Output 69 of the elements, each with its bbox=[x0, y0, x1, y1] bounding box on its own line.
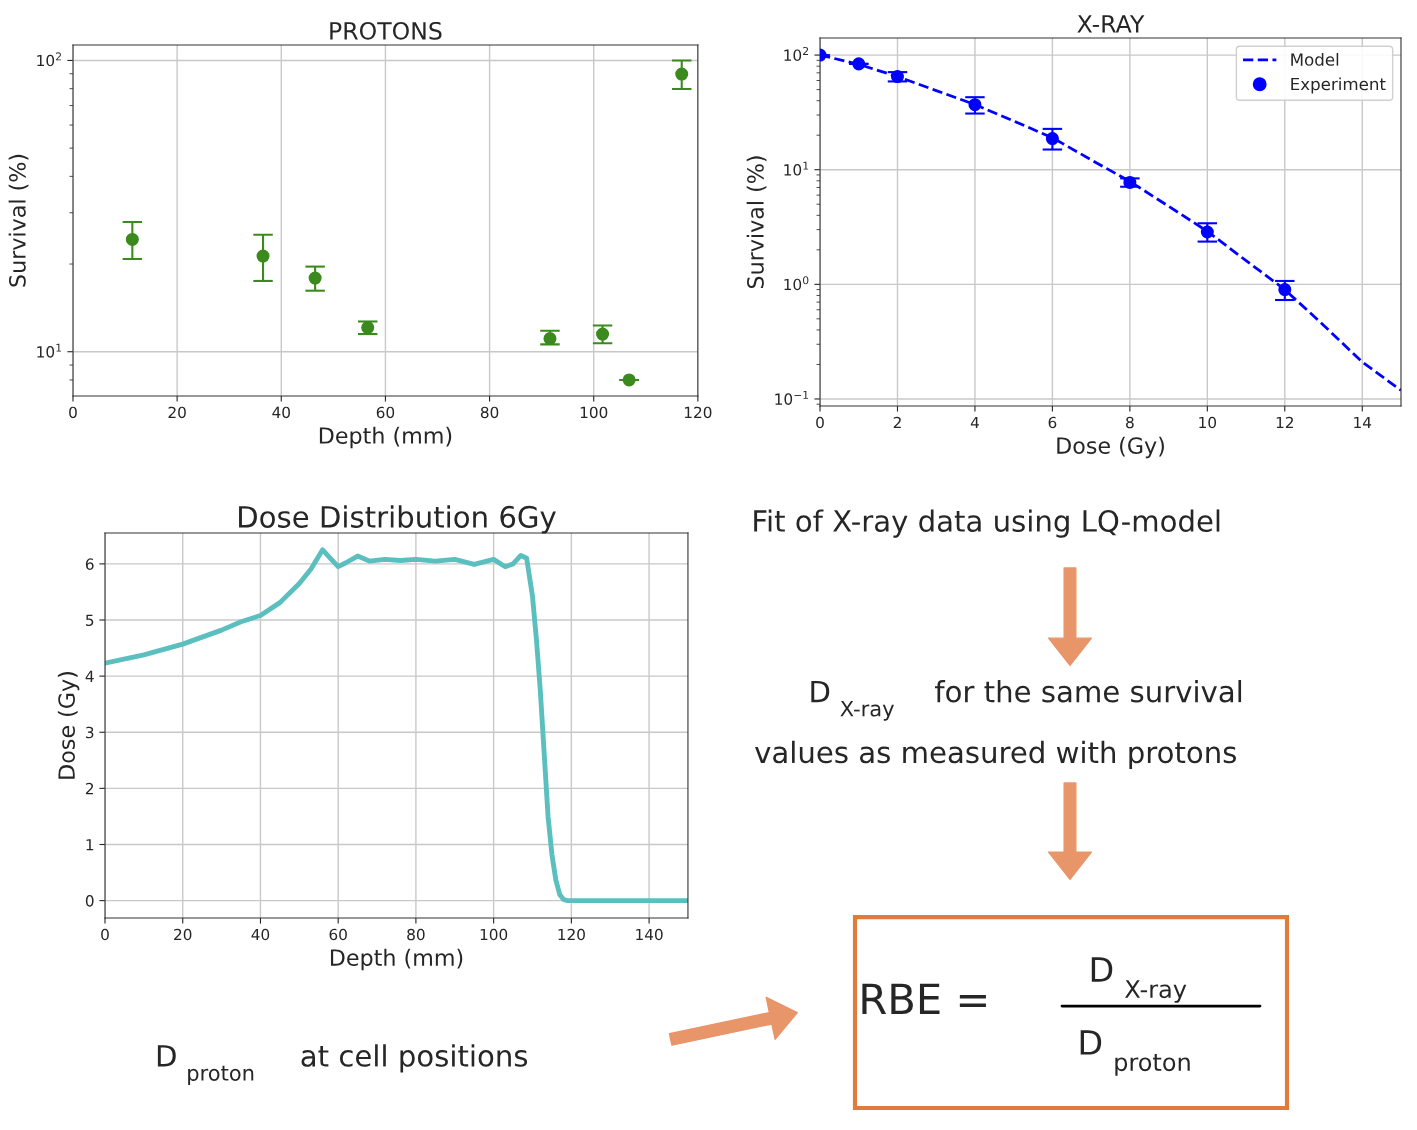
x-tick-label: 40 bbox=[272, 406, 290, 419]
y-tick-label: 10$^{1}$ bbox=[37, 343, 62, 358]
point bbox=[125, 232, 139, 246]
point bbox=[890, 70, 904, 84]
y-tick-label: 10$^{−1}$ bbox=[775, 391, 809, 405]
y-tick-label: 4 bbox=[85, 670, 94, 682]
y-axis-title: Survival (%) bbox=[746, 156, 767, 289]
legend-label: Experiment bbox=[1291, 77, 1386, 94]
x-tick-label: 140 bbox=[636, 928, 663, 941]
x-tick-label: 12 bbox=[1276, 416, 1293, 429]
chart-title: Dose Distribution 6Gy bbox=[239, 505, 556, 534]
text: Dproton bbox=[1080, 1030, 1190, 1076]
text: DX-ray for the same survival values as measured with protons bbox=[755, 679, 1242, 769]
point bbox=[361, 321, 375, 335]
x-tick-label: 20 bbox=[168, 406, 186, 419]
text: Fit of X-ray data using LQ-model bbox=[754, 509, 1220, 538]
x-tick-label: 0 bbox=[816, 416, 824, 429]
point bbox=[1278, 283, 1292, 297]
point bbox=[308, 271, 322, 285]
x-tick-label: 20 bbox=[174, 928, 192, 941]
x-tick-label: 0 bbox=[69, 406, 77, 419]
x-tick-label: 2 bbox=[893, 416, 901, 429]
y-tick-label: 3 bbox=[86, 726, 94, 739]
x-tick-label: 100 bbox=[580, 406, 608, 419]
x-tick-label: 8 bbox=[1126, 416, 1134, 429]
x-axis-title: Dose (Gy) bbox=[1057, 436, 1164, 459]
y-axis-title: Survival (%) bbox=[8, 154, 29, 287]
x-tick-label: 14 bbox=[1354, 416, 1372, 429]
point bbox=[622, 373, 636, 387]
x-tick-label: 120 bbox=[684, 406, 712, 419]
x-axis-title: Depth (mm) bbox=[330, 948, 463, 971]
x-tick-label: 40 bbox=[251, 928, 270, 941]
point bbox=[852, 57, 866, 71]
chart-title: PROTONS bbox=[330, 21, 442, 40]
y-tick-label: 10$^{1}$ bbox=[784, 161, 809, 176]
legend-label: Model bbox=[1291, 52, 1339, 66]
chart-title: X-RAY bbox=[1077, 15, 1145, 33]
x-axis-title: Depth (mm) bbox=[319, 426, 452, 449]
point bbox=[256, 249, 270, 263]
y-tick-label: 1 bbox=[86, 839, 94, 851]
x-tick-label: 100 bbox=[480, 928, 508, 941]
point bbox=[596, 327, 610, 341]
point bbox=[1200, 225, 1214, 239]
y-axis-title: Dose (Gy) bbox=[57, 672, 80, 779]
text: Dproton at cell positions bbox=[157, 1044, 528, 1085]
y-tick-label: 10$^{2}$ bbox=[784, 46, 809, 61]
point bbox=[1123, 175, 1137, 189]
y-tick-label: 0 bbox=[85, 895, 94, 907]
x-tick-label: 60 bbox=[376, 406, 395, 419]
x-tick-label: 6 bbox=[1048, 416, 1057, 429]
x-tick-label: 60 bbox=[329, 928, 347, 941]
x-tick-label: 80 bbox=[480, 406, 499, 419]
y-tick-label: 2 bbox=[85, 782, 94, 795]
point bbox=[968, 98, 982, 112]
text: DX-ray bbox=[1091, 957, 1187, 1003]
y-tick-label: 10$^{0}$ bbox=[784, 276, 809, 291]
x-tick-label: 10 bbox=[1199, 416, 1217, 429]
x-tick-label: 80 bbox=[407, 928, 425, 941]
y-tick-label: 5 bbox=[86, 614, 94, 627]
point bbox=[1045, 132, 1059, 146]
line-series bbox=[105, 547, 688, 904]
text: RBE = bbox=[862, 983, 986, 1015]
x-tick-label: 120 bbox=[558, 928, 585, 941]
x-tick-label: 4 bbox=[970, 416, 979, 429]
point bbox=[543, 332, 557, 346]
y-tick-label: 10$^{2}$ bbox=[37, 52, 61, 67]
x-tick-label: 0 bbox=[101, 928, 109, 941]
point bbox=[675, 67, 689, 81]
y-tick-label: 6 bbox=[85, 558, 94, 570]
